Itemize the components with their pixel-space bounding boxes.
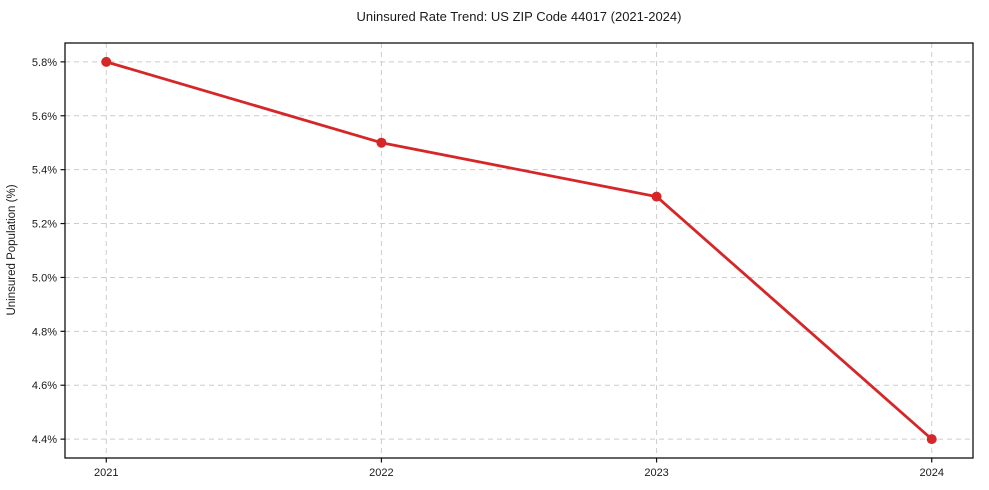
plot-border <box>64 42 974 459</box>
y-tick-label: 4.6% <box>32 380 57 392</box>
data-point-marker <box>376 137 387 148</box>
y-tick-label: 4.4% <box>32 434 57 446</box>
trend-line <box>104 60 934 441</box>
x-tick-label: 2021 <box>94 467 118 479</box>
x-tick-label: 2024 <box>919 467 943 479</box>
data-point-marker <box>101 56 112 67</box>
y-axis-label: Uninsured Population (%) <box>6 184 18 315</box>
y-tick-label: 5.2% <box>32 219 57 231</box>
x-tick-label: 2022 <box>369 467 393 479</box>
data-point-marker <box>651 191 662 202</box>
axis-tick-labels: 4.4% 4.6% 4.8% 5.0% 5.2% 5.4% 5.6% 5.8% 2021 2022… <box>32 57 944 479</box>
data-point-marker <box>926 434 937 445</box>
x-tick-label: 2023 <box>644 467 668 479</box>
line-series <box>101 56 937 445</box>
y-tick-label: 5.6% <box>32 111 57 123</box>
plot-frame <box>64 42 974 459</box>
y-tick-label: 5.0% <box>32 272 57 284</box>
gridlines <box>65 43 973 458</box>
chart-title: Uninsured Rate Trend: US ZIP Code 44017 … <box>357 9 682 24</box>
y-tick-label: 4.8% <box>32 326 57 338</box>
axis-ticks <box>60 61 933 463</box>
y-tick-label: 5.8% <box>32 57 57 69</box>
y-tick-label: 5.4% <box>32 165 57 177</box>
